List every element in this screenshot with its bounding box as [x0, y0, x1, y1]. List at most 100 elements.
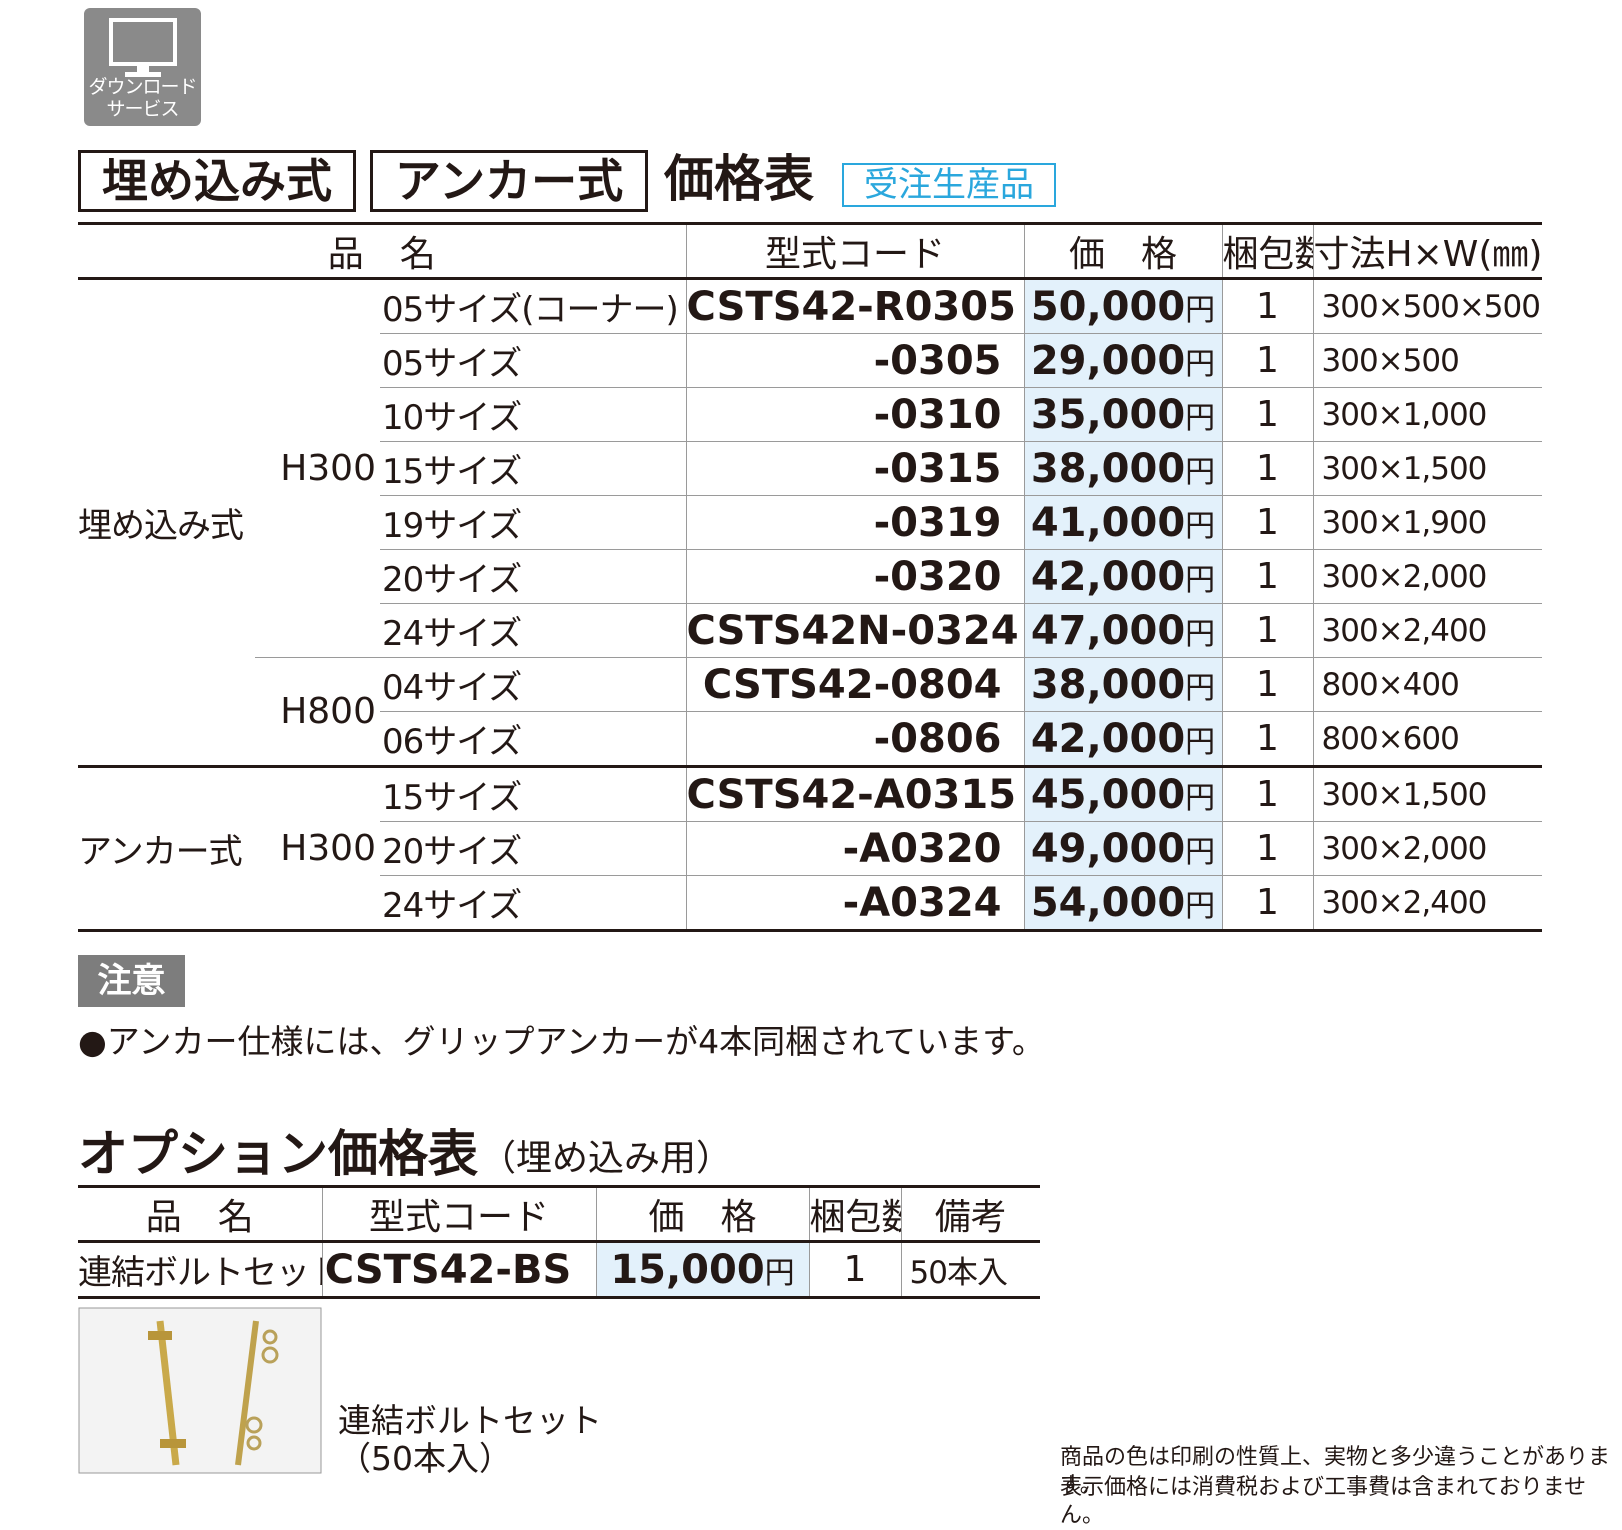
price-cell: 47,000円 [1023, 603, 1222, 658]
table-row: 20サイズ -0320 42,000円 1 300×2,000 [78, 549, 1542, 604]
table-row: 06サイズ -0806 42,000円 1 800×600 [78, 711, 1542, 768]
dims-cell: 300×1,500 [1312, 766, 1542, 822]
badge: 受注生産品 [842, 163, 1056, 207]
qty-cell: 1 [1221, 603, 1313, 658]
price-cell: 41,000円 [1023, 495, 1222, 550]
type-cell: アンカー式 [78, 766, 255, 932]
table-row: 19サイズ -0319 41,000円 1 300×1,900 [78, 495, 1542, 550]
size-cell: 15サイズ [380, 441, 686, 496]
currency: 円 [1185, 616, 1216, 652]
price: 42,000 [1030, 553, 1186, 600]
currency: 円 [1185, 888, 1216, 924]
currency: 円 [1185, 454, 1216, 490]
table-row: 15サイズ -0315 38,000円 1 300×1,500 [78, 441, 1542, 496]
code-cell: -0320 [685, 549, 1024, 604]
code-cell: -0315 [685, 441, 1024, 496]
price-cell: 29,000円 [1023, 333, 1222, 388]
footer-note: 表示価格には消費税および工事費は含まれておりません。 [1060, 1475, 1587, 1528]
option-title: オプション価格表 [78, 1125, 478, 1183]
price: 35,000 [1030, 391, 1186, 438]
currency: 円 [1185, 508, 1216, 544]
code-cell: -A0324 [685, 875, 1024, 932]
dims-cell: 300×2,000 [1312, 821, 1542, 876]
qty-cell: 1 [1221, 387, 1313, 442]
size-cell: 10サイズ [380, 387, 686, 442]
currency: 円 [1185, 780, 1216, 816]
name-cell: 連結ボルトセット [78, 1241, 322, 1299]
price: 45,000 [1030, 771, 1186, 818]
currency: 円 [1185, 562, 1216, 598]
table-row: 05サイズ -0305 29,000円 1 300×500 [78, 333, 1542, 388]
height-cell: H800 [255, 657, 380, 768]
table-row: H800 04サイズ CSTS42-0804 38,000円 1 800×400 [78, 657, 1542, 768]
price-cell: 54,000円 [1023, 875, 1222, 932]
qty-cell: 1 [1221, 766, 1313, 822]
dims-cell: 800×400 [1312, 657, 1542, 712]
table-row: 24サイズ -A0324 54,000円 1 300×2,400 [78, 875, 1542, 932]
header-cell: 型式コード [321, 1185, 596, 1243]
header-cell: 価 格 [595, 1185, 809, 1243]
qty-cell: 1 [808, 1241, 901, 1299]
price: 49,000 [1030, 825, 1186, 872]
option-subtitle: （埋め込み用） [480, 1138, 733, 1179]
price-cell: 50,000円 [1023, 278, 1222, 334]
size-cell: 05サイズ(コーナー) [380, 278, 686, 334]
currency: 円 [1185, 346, 1216, 382]
note-text: ●アンカー仕様には、グリップアンカーが4本同梱されています。 [78, 1022, 1045, 1061]
qty-cell: 1 [1221, 495, 1313, 550]
heading-title: 価格表 [664, 150, 814, 208]
dims-cell: 300×1,900 [1312, 495, 1542, 550]
dims-cell: 300×2,400 [1312, 875, 1542, 932]
header-cell: 品 名 [78, 1185, 322, 1243]
price-cell: 42,000円 [1023, 711, 1222, 768]
note-label: 注意 [78, 955, 185, 1007]
height-cell: H300 [255, 278, 380, 658]
photo-caption: （50本入） [338, 1439, 512, 1478]
currency: 円 [764, 1255, 795, 1291]
dims-cell: 300×1,500 [1312, 441, 1542, 496]
code-cell: -0310 [685, 387, 1024, 442]
table-row: 24サイズ CSTS42N-0324 47,000円 1 300×2,400 [78, 603, 1542, 658]
icon-label: ダウンロード [88, 76, 197, 98]
currency: 円 [1185, 400, 1216, 436]
type-cell: 埋め込み式 [78, 278, 255, 768]
table-row: アンカー式 H300 15サイズ CSTS42-A0315 45,000円 1 300×1,… [78, 766, 1542, 932]
monitor-icon [109, 18, 177, 77]
heading-tag: 埋め込み式 [78, 150, 356, 212]
header-cell: 品 名 [78, 222, 686, 280]
code-cell: CSTS42-A0315 [685, 766, 1024, 822]
qty-cell: 1 [1221, 278, 1313, 334]
code-cell: -0305 [685, 333, 1024, 388]
qty-cell: 1 [1221, 441, 1313, 496]
header-cell: 寸法H×W(㎜) [1312, 222, 1542, 280]
header-cell: 型式コード [685, 222, 1024, 280]
qty-cell: 1 [1221, 333, 1313, 388]
code-cell: CSTS42-BS [321, 1241, 596, 1299]
icon-label: サービス [106, 98, 179, 120]
dims-cell: 300×2,000 [1312, 549, 1542, 604]
qty-cell: 1 [1221, 875, 1313, 932]
download-icon[interactable]: ダウンロード サービス [84, 8, 201, 126]
dims-cell: 300×2,400 [1312, 603, 1542, 658]
price: 41,000 [1030, 499, 1186, 546]
code-cell: -A0320 [685, 821, 1024, 876]
header-cell: 備考 [900, 1185, 1040, 1243]
currency: 円 [1185, 834, 1216, 870]
qty-cell: 1 [1221, 549, 1313, 604]
price: 15,000 [610, 1246, 765, 1293]
dims-cell: 300×1,000 [1312, 387, 1542, 442]
size-cell: 24サイズ [380, 875, 686, 932]
heading-tag: アンカー式 [370, 150, 648, 212]
currency: 円 [1185, 724, 1216, 760]
price: 54,000 [1030, 879, 1186, 926]
photo-caption: 連結ボルトセット [338, 1401, 602, 1440]
code-cell: CSTS42N-0324 [685, 603, 1024, 658]
price-cell: 42,000円 [1023, 549, 1222, 604]
size-cell: 04サイズ [380, 657, 686, 712]
code-cell: -0806 [685, 711, 1024, 768]
footer-note: 商品の色は印刷の性質上、実物と多少違うことがあります。 [1060, 1445, 1611, 1498]
price: 47,000 [1030, 607, 1186, 654]
